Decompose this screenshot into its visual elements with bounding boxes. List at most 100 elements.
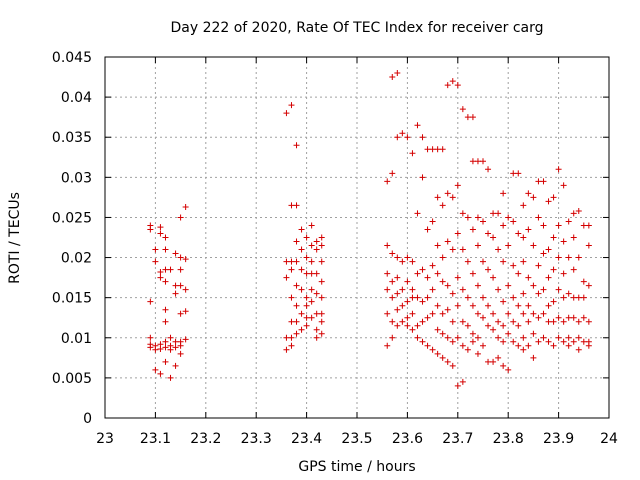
data-point (474, 282, 481, 289)
data-point (303, 294, 310, 301)
data-point (555, 286, 562, 293)
data-point (449, 194, 456, 201)
data-point (454, 334, 461, 341)
x-tick-label: 23 (96, 431, 114, 447)
data-point (404, 278, 411, 285)
data-point (495, 246, 502, 253)
y-tick-label: 0.025 (52, 210, 92, 226)
data-point (147, 344, 154, 351)
data-point (500, 258, 507, 265)
data-point (308, 270, 315, 277)
data-point (454, 302, 461, 309)
data-point (520, 290, 527, 297)
data-point (525, 190, 532, 197)
data-point (560, 270, 567, 277)
data-point (384, 310, 391, 317)
data-point (419, 266, 426, 273)
data-point (404, 322, 411, 329)
data-point (303, 314, 310, 321)
data-point (565, 290, 572, 297)
data-point (404, 314, 411, 321)
data-point (147, 298, 154, 305)
data-point (313, 326, 320, 333)
data-point (419, 298, 426, 305)
data-point (313, 290, 320, 297)
data-point (580, 338, 587, 345)
data-point (308, 314, 315, 321)
data-point (404, 254, 411, 261)
data-point (389, 170, 396, 177)
data-point (283, 110, 290, 117)
data-point (182, 336, 189, 343)
data-point (308, 286, 315, 293)
data-point (444, 306, 451, 313)
data-point (409, 258, 416, 265)
data-point (394, 274, 401, 281)
data-point (439, 354, 446, 361)
data-point (419, 134, 426, 141)
data-point (298, 226, 305, 233)
data-point (167, 266, 174, 273)
data-point (565, 254, 572, 261)
data-point (162, 234, 169, 241)
data-point (288, 294, 295, 301)
data-point (575, 294, 582, 301)
y-tick-label: 0 (83, 411, 92, 427)
data-point (167, 334, 174, 341)
data-point (464, 214, 471, 221)
data-point (434, 302, 441, 309)
data-point (394, 322, 401, 329)
data-point (172, 290, 179, 297)
data-point (575, 318, 582, 325)
x-tick-label: 24 (600, 431, 618, 447)
data-point (535, 178, 542, 185)
data-point (172, 344, 179, 351)
data-point (303, 270, 310, 277)
data-point (308, 242, 315, 249)
data-point (560, 182, 567, 189)
data-point (318, 258, 325, 265)
data-point (439, 310, 446, 317)
data-point (288, 202, 295, 209)
data-point (485, 322, 492, 329)
data-point (293, 318, 300, 325)
data-point (439, 202, 446, 209)
data-point (283, 274, 290, 281)
data-point (293, 330, 300, 337)
data-point (464, 294, 471, 301)
data-point (464, 114, 471, 121)
data-point (585, 318, 592, 325)
data-point (434, 194, 441, 201)
data-point (147, 334, 154, 341)
data-point (162, 278, 169, 285)
data-point (157, 230, 164, 237)
data-point (424, 342, 431, 349)
data-point (444, 358, 451, 365)
data-point (459, 210, 466, 217)
data-point (288, 266, 295, 273)
data-point (555, 334, 562, 341)
data-point (389, 318, 396, 325)
data-point (485, 302, 492, 309)
data-point (444, 82, 451, 89)
data-point (298, 286, 305, 293)
data-point (459, 342, 466, 349)
data-point (177, 342, 184, 349)
data-point (480, 158, 486, 165)
data-point (177, 310, 184, 317)
data-point (474, 242, 481, 249)
data-point (389, 74, 396, 81)
data-point (464, 346, 471, 353)
data-point (429, 310, 436, 317)
data-point (424, 294, 431, 301)
data-point (313, 334, 320, 341)
data-point (454, 230, 461, 237)
data-point (545, 246, 552, 253)
data-point (414, 334, 421, 341)
data-point (162, 306, 169, 313)
data-point (288, 334, 295, 341)
data-point (530, 330, 537, 337)
data-point (172, 338, 179, 345)
data-point (308, 222, 315, 229)
data-point (177, 350, 184, 357)
